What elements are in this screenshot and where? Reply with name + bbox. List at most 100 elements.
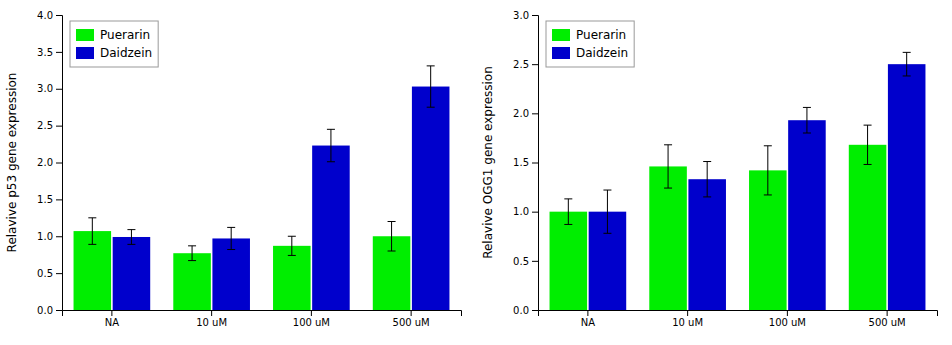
y-tick: 2.5 [37,120,62,131]
y-tick-label: 2.5 [513,59,529,70]
legend-item: Daidzein [552,46,628,60]
y-axis: 0.00.51.01.52.02.53.03.54.0 [37,10,62,316]
x-tick-label: 500 uM [393,317,430,328]
figure: 0.0 0.5 1.0 1.5 2.0 2.5 3.0 3.5 4.0 NA 10 uM 100 uM… [0,0,952,345]
y-tick-label: 1.5 [37,194,53,205]
x-tick-label: NA [105,317,119,328]
x-tick-label: 100 uM [769,317,806,328]
error-bar [188,246,196,261]
panel: 0.00.51.01.52.02.53.0NA10 uM100 uM500 uM… [481,10,938,328]
y-tick-mark [532,113,538,114]
y-tick-label: 2.0 [37,157,53,168]
y-tick-mark [56,163,62,164]
y-tick-mark [56,15,62,16]
x-tick-mark [587,310,588,316]
bar [550,212,588,310]
y-tick: 1.5 [513,157,538,168]
x-axis: NA 10 uM 100 uM 500 uM [63,310,462,328]
x-tick-label: 10 uM [196,317,227,328]
bar-series [113,66,450,310]
y-axis: 0.00.51.01.52.02.53.0 [513,10,538,316]
y-tick-mark [56,89,62,90]
y-tick-mark [56,236,62,237]
y-tick-label: 0.0 [513,305,529,316]
bar [412,87,450,310]
x-tick-label: NA [581,317,595,328]
bar [849,145,887,310]
bar-series [550,125,887,310]
bar [788,120,826,310]
y-tick-mark [532,163,538,164]
y-tick-label: 2.0 [513,108,529,119]
y-tick: 3.0 [37,83,62,94]
error-bar [227,227,235,249]
y-axis-line [532,16,539,311]
y-tick: 2.5 [513,59,538,70]
x-axis-line [539,311,938,317]
x-tick-mark [887,310,888,316]
x-tick-mark [211,310,212,316]
x-tick-mark [687,310,688,316]
x-tick: 100 uM [769,310,806,328]
plot-area [550,52,926,310]
y-tick: 0.0 [513,305,538,316]
error-bar [603,190,611,233]
y-tick-label: 2.5 [37,120,53,131]
y-tick: 3.0 [513,10,538,21]
y-tick-label: 4.0 [37,10,53,21]
x-tick-mark [111,310,112,316]
y-tick: 2.0 [37,157,62,168]
bar [173,253,211,310]
error-bar [764,146,772,195]
legend-label: Daidzein [576,46,628,60]
x-tick: NA [105,310,119,328]
bar [113,237,151,310]
y-tick: 1.5 [37,194,62,205]
bar [688,179,726,310]
legend: PuerarinDaidzein [546,21,634,67]
legend-frame [70,21,158,67]
y-axis-line [56,16,63,311]
y-axis-title: Relavive OGG1 gene expression [481,66,495,259]
legend-item: Puerarin [76,28,150,42]
y-tick-mark [532,212,538,213]
y-tick-label: 3.0 [513,10,529,21]
x-tick: 10 uM [196,310,227,328]
bar-series [589,52,926,310]
error-bar [327,129,335,161]
x-tick: 10 uM [672,310,703,328]
legend-frame [546,21,634,67]
x-tick: NA [581,310,595,328]
y-tick-label: 3.5 [37,47,53,58]
error-bar [564,199,572,225]
x-tick: 100 uM [293,310,330,328]
y-tick: 0.5 [37,268,62,279]
y-tick-mark [532,261,538,262]
legend-label: Puerarin [100,28,150,42]
error-bar [803,107,811,133]
legend-swatch [552,29,570,41]
error-bar [388,222,396,252]
y-tick: 2.0 [513,108,538,119]
panel: 0.00.51.01.52.02.53.03.54.0NA10 uM100 uM… [5,10,462,328]
error-bar [127,230,135,245]
y-tick-mark [56,199,62,200]
x-tick: 500 uM [869,310,906,328]
x-tick-mark [311,310,312,316]
y-tick-mark [532,310,538,311]
x-tick-label: 10 uM [672,317,703,328]
error-bar [703,162,711,197]
error-bar [664,145,672,188]
legend-swatch [76,47,94,59]
y-axis-title: Relavive p53 gene expression [5,73,19,253]
bar-series [74,218,411,310]
legend-item: Daidzein [76,46,152,60]
error-bar [427,66,435,107]
legend-swatch [76,29,94,41]
y-tick-label: 1.0 [513,206,529,217]
y-tick: 1.0 [513,206,538,217]
x-axis: NA 10 uM 100 uM 500 uM [539,310,938,328]
x-tick-label: 100 uM [293,317,330,328]
y-tick-label: 3.0 [37,83,53,94]
plot-area [74,66,450,310]
